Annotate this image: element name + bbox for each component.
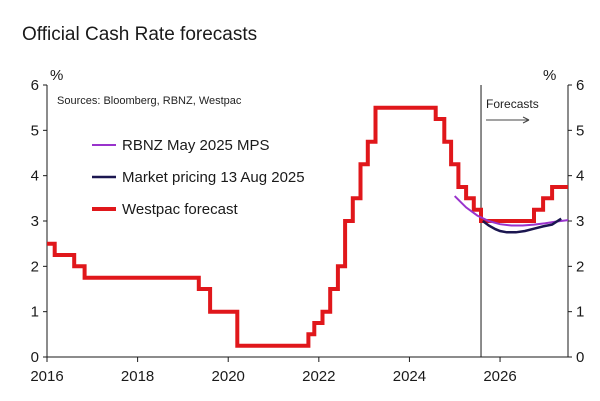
westpac-forecast-series-line — [47, 105, 568, 348]
y-tick-label-left: 4 — [31, 168, 39, 185]
y-tick-label-left: 5 — [31, 122, 39, 139]
legend-item-rbnz-label: RBNZ May 2025 MPS — [122, 137, 270, 154]
x-tick-label: 2020 — [212, 368, 245, 385]
y-tick-label-right: 4 — [576, 168, 584, 185]
axes-layer: 0 0 1 1 2 2 3 3 4 4 5 5 6 6 2016 2018 2020 2022 2024 2026 Fo… — [30, 77, 584, 385]
y-tick-label-left: 0 — [31, 349, 39, 366]
x-tick-label: 2026 — [483, 368, 516, 385]
y-tick-label-left: 6 — [31, 77, 39, 94]
rbnz-mps-series-line — [453, 195, 569, 227]
legend-item-westpac-label: Westpac forecast — [122, 201, 238, 218]
y-tick-label-left: 3 — [31, 213, 39, 230]
x-tick-label: 2016 — [30, 368, 63, 385]
series-layer — [47, 105, 569, 348]
y-tick-label-right: 1 — [576, 304, 584, 321]
y-tick-label-right: 2 — [576, 258, 584, 275]
forecast-label: Forecasts — [486, 97, 539, 111]
x-tick-label: 2018 — [121, 368, 154, 385]
y-axis-unit-left: % — [50, 67, 63, 84]
source-note: Sources: Bloomberg, RBNZ, Westpac — [57, 95, 242, 107]
chart-title: Official Cash Rate forecasts — [22, 24, 257, 45]
x-tick-label: 2024 — [393, 368, 426, 385]
forecast-arrow-head — [522, 116, 530, 124]
legend-item-market-label: Market pricing 13 Aug 2025 — [122, 169, 305, 186]
y-tick-label-left: 2 — [31, 258, 39, 275]
y-tick-label-left: 1 — [31, 304, 39, 321]
y-tick-label-right: 3 — [576, 213, 584, 230]
legend: RBNZ May 2025 MPS Market pricing 13 Aug 2… — [92, 137, 305, 218]
y-tick-label-right: 0 — [576, 349, 584, 366]
x-tick-label: 2022 — [302, 368, 335, 385]
y-axis-unit-right: % — [543, 67, 556, 84]
market-pricing-series-line — [482, 217, 562, 234]
y-tick-label-right: 6 — [576, 77, 584, 94]
y-tick-label-right: 5 — [576, 122, 584, 139]
